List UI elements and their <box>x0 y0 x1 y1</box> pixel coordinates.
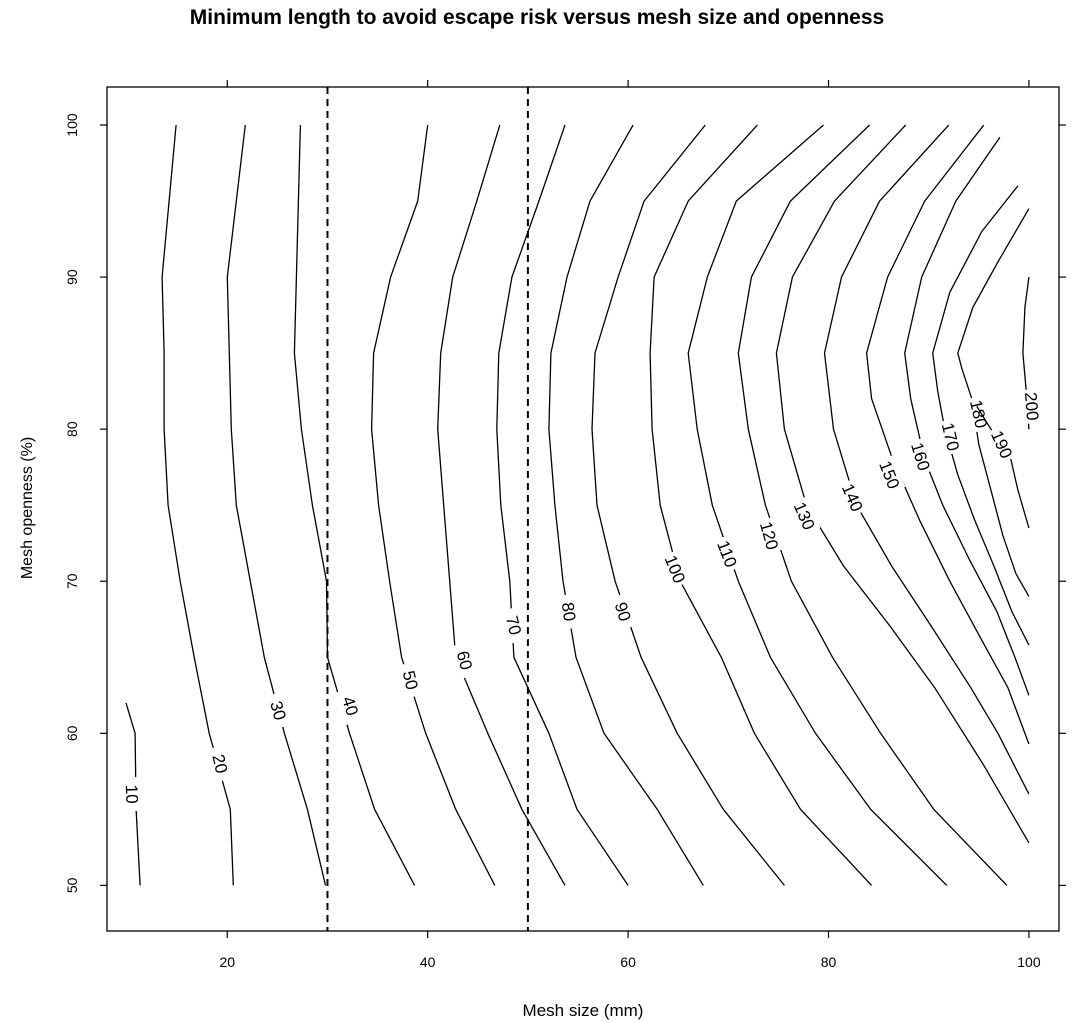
contour-label-160: 160 <box>907 440 933 473</box>
contour-label-60: 60 <box>453 649 476 672</box>
contour-label-background <box>906 437 936 476</box>
contour-line-40 <box>293 124 416 886</box>
contour-label-30: 30 <box>266 699 289 722</box>
contour-label-20: 20 <box>208 752 231 775</box>
contour-label-background <box>788 496 821 536</box>
contour-label-180: 180 <box>966 398 991 430</box>
contour-label-80: 80 <box>558 601 579 622</box>
x-axis-label: Mesh size (mm) <box>523 1001 644 1020</box>
x-tick-label: 80 <box>821 954 837 970</box>
x-tick-label: 40 <box>420 954 436 970</box>
contour-line-10 <box>125 702 141 886</box>
contour-label-background <box>499 606 528 645</box>
contour-label-90: 90 <box>611 600 635 623</box>
contour-line-50 <box>370 124 496 886</box>
y-tick-label: 90 <box>64 269 80 285</box>
contour-label-background <box>608 592 638 631</box>
contour-line-90 <box>591 124 785 886</box>
chart-title: Minimum length to avoid escape risk vers… <box>189 6 885 29</box>
plot-frame <box>106 86 1060 932</box>
contour-label-70: 70 <box>502 614 525 637</box>
contour-label-background <box>937 417 965 456</box>
y-tick-label: 60 <box>64 725 80 741</box>
contour-line-110 <box>687 124 948 886</box>
contour-line-30 <box>226 124 327 886</box>
x-tick-label: 60 <box>620 954 636 970</box>
y-axis-label: Mesh openness (%) <box>19 437 36 579</box>
contour-label-background <box>206 744 234 783</box>
contour-label-170: 170 <box>938 421 963 453</box>
contour-label-background <box>556 593 582 630</box>
y-tick-label: 50 <box>64 877 80 893</box>
x-tick-label: 20 <box>219 954 235 970</box>
contour-label-background <box>450 641 479 680</box>
contour-label-10: 10 <box>122 784 142 804</box>
x-tick-label: 100 <box>1017 954 1041 970</box>
contour-label-background <box>335 686 366 726</box>
contour-label-120: 120 <box>756 520 782 552</box>
contour-label-background <box>121 776 143 812</box>
contour-label-40: 40 <box>338 694 362 718</box>
contour-label-background <box>264 691 293 730</box>
contour-line-190 <box>976 406 1030 529</box>
contour-label-background <box>1020 388 1044 425</box>
contour-line-80 <box>548 124 704 886</box>
contour-label-background <box>755 516 784 555</box>
contour-label-background <box>711 534 743 574</box>
y-tick-label: 100 <box>64 113 80 137</box>
contour-line-70 <box>496 124 629 886</box>
contour-label-background <box>965 395 993 433</box>
contour-label-background <box>985 424 1018 464</box>
contour-label-200: 200 <box>1021 392 1042 422</box>
contour-line-60 <box>437 124 566 886</box>
contour-label-background <box>836 478 869 518</box>
contour-label-background <box>396 661 425 699</box>
y-tick-label: 70 <box>64 573 80 589</box>
contour-label-50: 50 <box>399 669 422 692</box>
contour-line-100 <box>649 124 873 886</box>
contour-label-background <box>659 549 691 589</box>
contour-label-background <box>874 455 906 495</box>
contour-line-120 <box>737 124 1008 886</box>
y-tick-label: 80 <box>64 421 80 437</box>
